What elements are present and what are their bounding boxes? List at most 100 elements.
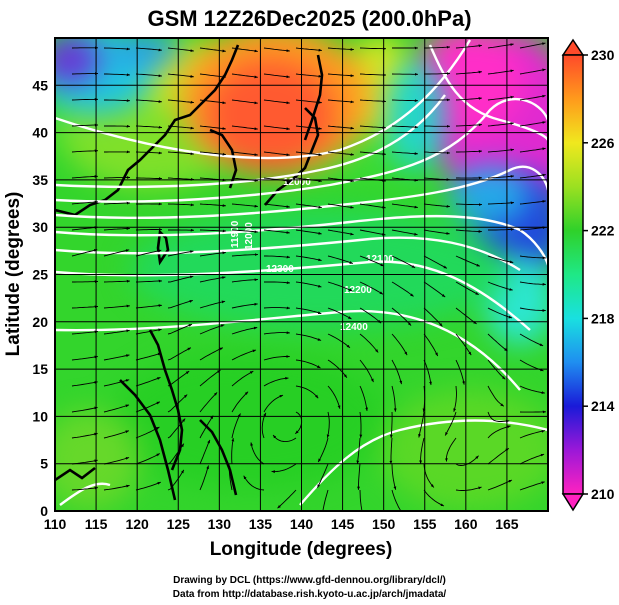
- x-tick-label: 130: [208, 516, 232, 532]
- x-tick-label: 125: [167, 516, 191, 532]
- wind-arrow: [295, 229, 322, 235]
- wind-arrow: [295, 73, 322, 78]
- wind-arrow: [167, 275, 194, 283]
- wind-arrow: [263, 229, 290, 234]
- wind-arrow: [327, 255, 354, 264]
- wind-arrow: [391, 281, 414, 297]
- wind-arrow: [231, 326, 258, 335]
- contour-label: 12300: [266, 264, 294, 275]
- wind-arrow: [264, 281, 291, 285]
- wind-arrow: [103, 404, 130, 413]
- y-axis-label: Latitude (degrees): [3, 192, 24, 357]
- wind-arrow: [317, 437, 329, 463]
- wind-arrow: [327, 125, 354, 130]
- wind-arrow: [455, 97, 482, 101]
- x-tick-label: 135: [249, 516, 273, 532]
- wind-arrow: [359, 151, 386, 156]
- wind-arrow: [295, 385, 319, 399]
- wind-arrow: [71, 149, 99, 153]
- y-tick-labels: 0 5 10 15 20 25 30 35 40 45: [32, 77, 48, 519]
- contour-label: 12000: [283, 177, 311, 188]
- wind-arrow: [359, 73, 386, 77]
- wind-arrow: [103, 379, 130, 387]
- wind-arrow: [231, 438, 235, 465]
- wind-arrow: [71, 432, 98, 439]
- wind-arrow: [71, 248, 98, 257]
- wind-arrow: [453, 385, 457, 412]
- wind-arrow: [391, 255, 416, 269]
- wind-arrow: [231, 253, 258, 257]
- wind-arrow: [519, 255, 546, 260]
- wind-arrow: [231, 47, 258, 53]
- wind-arrow: [135, 453, 161, 465]
- y-tick-label: 15: [32, 361, 48, 377]
- wind-arrow: [167, 443, 185, 465]
- wind-arrow: [231, 391, 249, 413]
- colorbar-tick-label: 230: [591, 47, 615, 63]
- contour-label: 12400: [340, 322, 368, 333]
- contour-label: 11900: [230, 220, 241, 248]
- wind-arrow: [295, 47, 322, 52]
- wind-arrow: [359, 333, 379, 353]
- wind-arrow: [231, 151, 258, 157]
- colorbar-tick-label: 226: [591, 135, 615, 151]
- wind-arrow: [263, 203, 290, 209]
- wind-arrow: [455, 333, 472, 356]
- wind-arrow: [103, 176, 130, 179]
- wind-arrow: [103, 47, 131, 51]
- wind-arrow: [424, 45, 451, 49]
- wind-arrow: [199, 276, 226, 283]
- wind-arrow: [359, 47, 386, 51]
- wind-arrow: [167, 177, 195, 181]
- wind-arrow: [519, 333, 544, 347]
- wind-arrow: [231, 413, 241, 439]
- wind-arrow: [71, 123, 99, 127]
- wind-arrow: [359, 229, 386, 236]
- wind-arrow: [359, 281, 384, 295]
- wind-arrow: [104, 99, 131, 103]
- wind-arrow: [391, 385, 397, 412]
- wind-arrow: [487, 122, 514, 127]
- wind-arrow: [357, 463, 361, 490]
- wind-arrow: [243, 475, 265, 491]
- y-tick-label: 30: [32, 219, 48, 235]
- wind-arrow: [263, 331, 290, 335]
- wind-arrow: [231, 73, 258, 79]
- wind-arrow: [487, 69, 514, 75]
- x-tick-label: 110: [44, 516, 67, 532]
- x-tick-labels: 110 115 120 125 130 135 140 145 150 155 160 165: [44, 516, 519, 532]
- wind-arrow: [167, 323, 193, 335]
- wind-arrow: [199, 415, 214, 439]
- wind-arrow: [519, 481, 545, 491]
- x-tick-label: 120: [125, 516, 149, 532]
- wind-arrow: [327, 203, 354, 209]
- wind-arrow: [327, 385, 341, 409]
- wind-arrow: [135, 99, 162, 103]
- wind-arrow: [391, 229, 418, 236]
- wind-arrow: [199, 300, 226, 309]
- wind-arrow: [227, 464, 233, 491]
- wind-arrow: [135, 151, 163, 155]
- wind-arrow: [71, 355, 98, 361]
- wind-arrow: [519, 68, 546, 75]
- wind-arrow: [103, 484, 130, 491]
- wind-arrow: [263, 306, 291, 310]
- wind-arrow: [103, 354, 130, 361]
- x-tick-label: 165: [495, 516, 519, 532]
- wind-arrow: [103, 249, 130, 257]
- wind-arrow: [167, 469, 185, 491]
- wind-arrow: [167, 394, 188, 413]
- y-tick-label: 20: [32, 314, 48, 330]
- wind-arrow: [295, 281, 322, 288]
- wind-arrow: [135, 249, 162, 257]
- wind-arrow: [327, 281, 353, 292]
- wind-arrow: [103, 227, 130, 231]
- wind-arrow: [135, 279, 163, 283]
- wind-arrow: [519, 453, 545, 465]
- wind-arrow: [487, 201, 515, 205]
- colorbar-tick-label: 222: [591, 223, 615, 239]
- wind-arrow: [135, 401, 161, 413]
- wind-arrow: [487, 385, 505, 407]
- credit-drawing: Drawing by DCL (https://www.gfd-dennou.o…: [173, 575, 446, 586]
